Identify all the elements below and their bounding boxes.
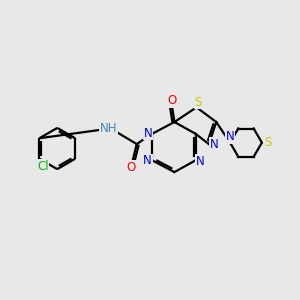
Text: S: S — [194, 95, 202, 109]
Text: N: N — [196, 155, 204, 168]
Text: N: N — [210, 138, 219, 151]
Text: O: O — [126, 161, 136, 174]
Text: NH: NH — [100, 122, 118, 135]
Text: N: N — [226, 130, 235, 143]
Text: N: N — [144, 127, 152, 140]
Text: Cl: Cl — [37, 160, 49, 173]
Text: O: O — [167, 94, 177, 107]
Text: N: N — [143, 154, 152, 167]
Text: S: S — [264, 136, 272, 149]
